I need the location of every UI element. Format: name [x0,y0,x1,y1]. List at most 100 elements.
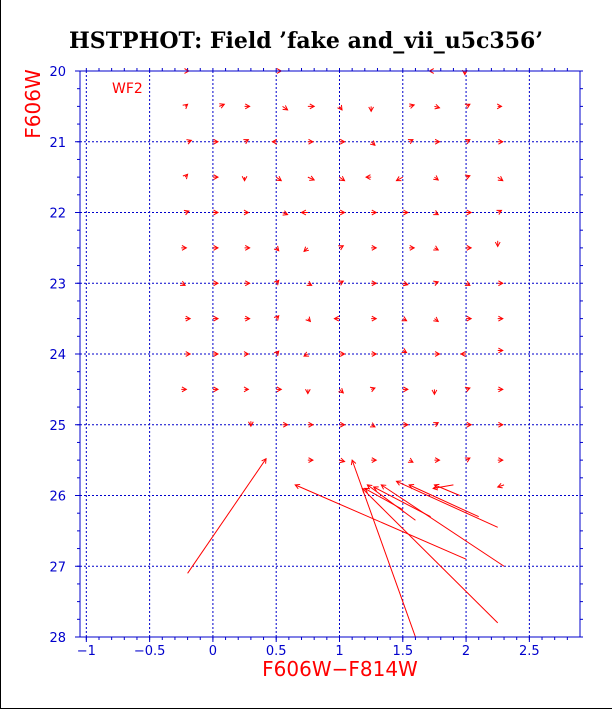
vector-head [433,210,440,216]
vector-head [261,457,267,464]
y-tick-label: 23 [49,277,66,292]
vector-head [433,280,440,286]
vector-head [371,351,378,357]
vector-arrow [496,483,505,489]
vector-arrow [402,421,409,428]
vector-arrow [303,351,310,357]
vector-arrow [244,280,251,287]
vector-head [241,176,248,182]
vector-head [213,315,220,322]
vector-head [371,245,378,251]
vector-head [466,315,473,322]
vector-arrow [241,176,248,182]
vector-arrow [496,103,503,110]
vector-shaft [396,480,498,528]
vector-arrow [271,138,278,145]
vector-arrow [307,103,316,110]
vector-head [371,209,378,216]
vector-head [244,245,251,251]
vector-arrow [212,174,220,180]
vector-arrow [219,103,226,109]
vector-shaft [364,487,404,511]
vector-head [185,351,192,357]
vector-arrow [461,69,468,76]
vector-arrow [395,176,404,182]
vector-arrow [464,280,471,286]
vector-arrow [371,351,378,357]
vector-head [182,173,189,180]
vector-arrow [464,174,471,180]
vector-arrow [434,138,441,145]
vector-arrow [361,487,499,624]
vector-arrow [243,139,250,145]
vector-arrow [180,280,186,286]
vector-arrow [433,210,440,216]
vector-head [433,316,440,323]
vector-arrow [276,386,283,393]
vector-arrow [212,209,220,216]
vector-head [369,386,376,393]
vector-arrow [432,484,454,491]
vector-head [213,174,220,180]
vector-head [496,209,503,215]
plot-area-border [79,70,581,638]
vector-head [395,176,402,182]
vector-arrow [337,104,343,111]
vector-head [372,486,379,492]
chip-annotation: WF2 [112,81,143,97]
vector-head [306,280,313,286]
vector-arrow [409,245,416,251]
vector-arrow [401,316,408,322]
vector-arrow [244,315,251,322]
vector-head [498,138,504,145]
vector-head [464,280,471,286]
vector-head [371,280,378,287]
vector-head [213,138,220,145]
data-vectors [180,68,505,638]
vector-arrow [497,386,504,393]
vector-head [339,421,346,428]
vector-shaft [361,488,499,624]
vector-head [339,209,346,216]
vector-arrow [212,280,220,287]
vector-arrow [186,139,193,145]
vector-arrow [464,139,471,145]
vector-head [464,457,471,463]
vector-arrow [243,209,250,216]
vector-head [183,209,190,216]
vector-head [273,245,280,252]
vector-head [402,280,409,287]
vector-head [371,457,378,463]
vector-arrow [402,209,409,216]
vector-shaft [408,484,479,518]
vector-arrow [433,175,440,181]
vector-arrow [371,245,378,251]
vector-shaft [307,176,315,181]
vector-head [464,139,471,145]
vector-arrow [369,140,376,146]
vector-head [368,106,374,113]
y-tick-label: 22 [49,207,66,222]
vector-arrow [273,350,280,357]
vector-arrow [182,173,189,180]
vector-head [243,139,250,145]
vector-arrow [181,245,188,251]
x-tick-label: 0.5 [266,644,287,659]
vector-arrow [434,351,441,357]
vector-arrow [407,457,414,463]
vector-head [181,386,188,393]
vector-head [434,138,441,145]
x-axis-label: F606W−F814W [262,657,418,681]
vector-arrow [307,138,314,145]
y-tick-label: 21 [49,136,66,151]
vector-arrow [497,138,504,145]
vector-arrow [497,175,504,182]
vector-head [403,209,409,216]
vector-arrow [497,280,504,287]
vector-head [339,351,346,357]
vector-arrow [212,138,220,145]
vector-arrow [363,487,404,511]
vector-arrow [466,421,473,428]
vector-head [496,483,503,489]
